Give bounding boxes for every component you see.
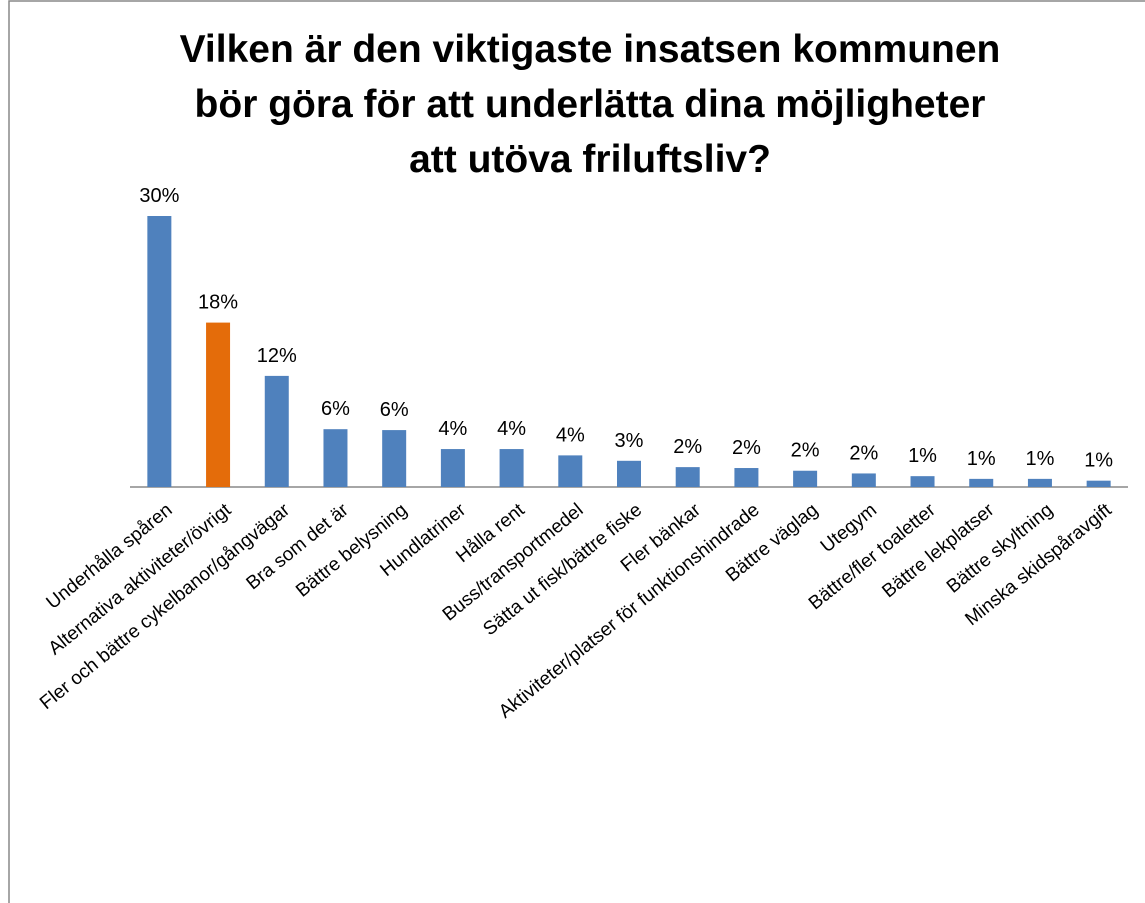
data-label: 18% bbox=[198, 292, 238, 314]
bar bbox=[206, 322, 231, 487]
bar bbox=[969, 478, 994, 487]
bar bbox=[851, 473, 876, 487]
data-label: 2% bbox=[732, 437, 761, 459]
bar bbox=[1086, 480, 1111, 487]
bar bbox=[617, 460, 641, 487]
chart-title: att utöva friluftsliv? bbox=[409, 138, 771, 181]
bar bbox=[1027, 478, 1052, 487]
bar bbox=[675, 467, 700, 487]
data-label: 3% bbox=[615, 430, 644, 452]
bar bbox=[440, 449, 465, 487]
bar bbox=[558, 455, 583, 487]
data-label: 4% bbox=[556, 424, 585, 446]
data-label: 12% bbox=[257, 345, 297, 367]
chart-title: Vilken är den viktigaste insatsen kommun… bbox=[180, 28, 1001, 71]
bar bbox=[793, 470, 818, 487]
data-label: 6% bbox=[321, 398, 350, 420]
data-label: 6% bbox=[380, 399, 409, 421]
bar bbox=[147, 216, 172, 487]
data-label: 1% bbox=[908, 445, 937, 467]
bar bbox=[499, 449, 524, 487]
bar bbox=[910, 476, 935, 487]
bar bbox=[264, 375, 289, 487]
chart-frame bbox=[8, 0, 1145, 903]
data-label: 1% bbox=[967, 448, 996, 470]
bar bbox=[734, 468, 759, 487]
data-label: 1% bbox=[1084, 450, 1113, 472]
data-label: 4% bbox=[438, 418, 467, 440]
chart-title: bör göra för att underlätta dina möjligh… bbox=[195, 83, 986, 126]
bar bbox=[323, 429, 348, 487]
bar bbox=[382, 430, 407, 487]
data-label: 4% bbox=[497, 418, 526, 440]
data-label: 2% bbox=[791, 440, 820, 462]
data-label: 30% bbox=[139, 185, 179, 207]
data-label: 1% bbox=[1025, 448, 1054, 470]
data-label: 2% bbox=[673, 436, 702, 458]
data-label: 2% bbox=[849, 442, 878, 464]
